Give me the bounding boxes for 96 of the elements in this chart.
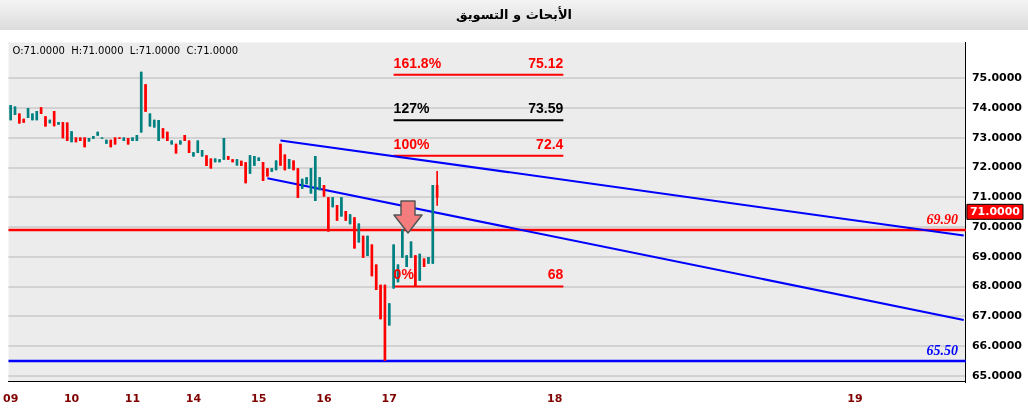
candlestick — [196, 140, 200, 154]
y-tick-label: 69.0000 — [971, 249, 1023, 263]
candlestick — [31, 113, 34, 121]
candlestick — [361, 235, 365, 258]
annotation: 127% — [393, 100, 430, 117]
candlestick — [109, 139, 113, 148]
candlestick — [305, 177, 308, 185]
x-tick-label: 17 — [381, 392, 397, 406]
annotation: 72.4 — [536, 135, 564, 152]
y-tick-label: 71.0000 — [971, 190, 1023, 204]
x-tick-label: 18 — [546, 392, 563, 406]
candlestick — [9, 105, 12, 121]
candlestick — [205, 155, 208, 167]
candlestick — [387, 303, 391, 326]
candlestick — [274, 160, 278, 171]
annotation: O:71.0000 H:71.0000 L:71.0000 C:71.0000 — [12, 45, 239, 57]
candlestick — [144, 84, 147, 112]
candlestick — [309, 168, 313, 194]
candlestick — [279, 143, 282, 166]
candlestick — [253, 155, 256, 166]
y-tick-label: 74.0000 — [971, 100, 1023, 114]
candlestick — [366, 235, 369, 256]
candlestick — [231, 159, 234, 163]
candlestick — [409, 241, 413, 258]
x-tick-label: 15 — [251, 392, 267, 406]
ref-line-label: 69.90 — [926, 211, 958, 227]
y-tick-label: 66.0000 — [971, 338, 1023, 352]
candlestick — [148, 113, 152, 127]
candlestick — [183, 135, 187, 142]
candlestick — [131, 137, 134, 142]
x-tick-label: 19 — [847, 392, 863, 406]
candlestick — [139, 71, 143, 133]
candlestick — [57, 122, 60, 125]
x-tick-label: 11 — [124, 392, 141, 406]
candlestick — [70, 131, 73, 143]
candlestick — [87, 138, 91, 142]
candlestick — [122, 137, 126, 142]
candlestick — [357, 223, 361, 243]
candlestick — [266, 168, 269, 177]
candlestick — [18, 113, 21, 124]
y-tick-label: 72.0000 — [971, 160, 1023, 174]
candlestick — [348, 214, 352, 225]
candlestick — [431, 185, 435, 264]
candlestick — [287, 158, 291, 169]
candlestick — [292, 160, 295, 171]
candlestick — [270, 168, 274, 172]
annotation: 73.59 — [528, 100, 564, 117]
candlestick — [170, 140, 174, 145]
y-tick-label: 67.0000 — [971, 309, 1023, 323]
y-tick-label: 70.0000 — [971, 219, 1023, 233]
candlestick — [161, 128, 165, 139]
candlestick — [331, 197, 335, 208]
candlestick — [235, 159, 239, 166]
candlestick — [65, 122, 69, 142]
x-tick-label: 09 — [3, 392, 19, 406]
x-tick-label: 16 — [316, 392, 332, 406]
candlestick — [157, 119, 160, 142]
x-tick-label: 10 — [63, 392, 80, 406]
candlestick — [92, 136, 95, 139]
candlestick — [244, 162, 247, 184]
x-tick-label: 14 — [185, 392, 202, 406]
annotation: 68 — [547, 266, 564, 283]
candlestick — [300, 178, 304, 189]
y-tick-label: 75.0000 — [971, 71, 1023, 85]
candlestick — [213, 158, 217, 163]
candlestick — [344, 210, 348, 221]
candlestick — [209, 158, 213, 169]
y-tick-label: 73.0000 — [971, 130, 1023, 144]
y-tick-label: 68.0000 — [971, 279, 1023, 293]
annotation: 100% — [393, 135, 430, 152]
candlestick — [166, 131, 169, 142]
candlestick — [35, 111, 39, 121]
y-tick-label: 65.0000 — [971, 368, 1023, 382]
candlestick — [96, 131, 100, 136]
candlestick — [74, 137, 78, 143]
candlestick — [83, 137, 86, 148]
candlestick — [418, 253, 422, 281]
candlestick — [48, 119, 52, 124]
candlestick — [174, 143, 178, 154]
candlestick — [44, 116, 47, 127]
candlestick — [392, 244, 395, 289]
candlestick — [179, 140, 182, 145]
candlestick — [52, 111, 56, 127]
candlestick — [105, 139, 108, 144]
candlestick — [226, 155, 230, 160]
annotation: 75.12 — [528, 54, 564, 71]
ref-line-label: 65.50 — [926, 342, 958, 358]
candlestick — [257, 157, 261, 162]
candlestick — [313, 155, 317, 201]
candlestick — [218, 159, 221, 163]
candlestick — [340, 197, 343, 217]
candlestick — [248, 155, 252, 174]
annotation: 161.8% — [393, 54, 442, 71]
candlestick — [113, 137, 117, 145]
candlestick — [370, 244, 374, 277]
chart-title: الأبحاث و التسويق — [0, 0, 1028, 30]
